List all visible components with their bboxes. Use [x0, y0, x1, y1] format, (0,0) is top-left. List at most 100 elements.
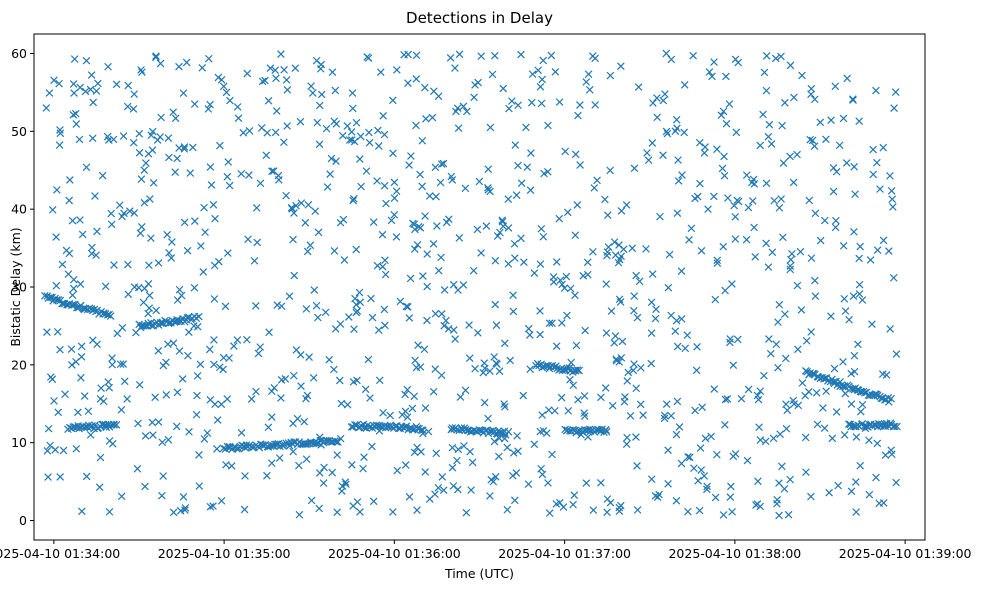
clutter-point — [536, 307, 544, 315]
clutter-point — [176, 506, 185, 515]
clutter-point — [175, 62, 183, 71]
clutter-point — [770, 196, 779, 205]
clutter-point — [664, 479, 672, 488]
x-axis-ticks: 2025-04-10 01:34:00 2025-04-10 01:35:00 20… — [0, 540, 972, 561]
clutter-point — [850, 162, 858, 171]
clutter-point — [732, 128, 741, 137]
clutter-point — [453, 456, 461, 465]
clutter-point — [348, 89, 357, 97]
clutter-point — [696, 179, 704, 188]
clutter-point — [782, 424, 791, 433]
clutter-point — [82, 472, 91, 481]
clutter-point — [855, 117, 864, 126]
clutter-point — [576, 101, 584, 109]
clutter-point — [68, 361, 76, 369]
clutter-point — [543, 167, 552, 176]
clutter-point — [315, 504, 324, 513]
clutter-point — [603, 508, 611, 517]
clutter-point — [214, 73, 223, 82]
clutter-point — [428, 113, 437, 122]
clutter-point — [421, 212, 429, 220]
clutter-point — [107, 209, 116, 218]
clutter-point — [158, 491, 166, 500]
clutter-point — [756, 502, 765, 511]
clutter-point — [542, 429, 551, 438]
clutter-point — [53, 327, 62, 336]
clutter-point — [839, 242, 848, 250]
clutter-point — [775, 204, 784, 212]
clutter-point — [367, 294, 375, 303]
clutter-point — [137, 66, 145, 74]
clutter-point — [558, 319, 566, 327]
clutter-point — [180, 143, 189, 151]
clutter-point — [612, 355, 621, 364]
clutter-point — [513, 431, 521, 440]
clutter-point — [429, 387, 438, 396]
clutter-point — [414, 341, 422, 350]
clutter-point — [387, 216, 396, 225]
clutter-point — [806, 135, 815, 144]
track-point — [106, 312, 115, 320]
clutter-point — [148, 418, 157, 427]
clutter-point — [855, 254, 863, 263]
clutter-point — [165, 153, 173, 162]
clutter-point — [493, 232, 502, 240]
clutter-point — [850, 351, 859, 360]
track-point — [418, 426, 427, 434]
clutter-point — [442, 218, 451, 227]
clutter-point — [850, 228, 858, 236]
clutter-point — [615, 241, 623, 249]
clutter-point — [582, 78, 591, 86]
clutter-point — [374, 326, 383, 334]
clutter-point — [503, 505, 512, 514]
clutter-point — [601, 195, 609, 204]
track-point — [552, 362, 560, 370]
marker-layer — [40, 49, 901, 520]
clutter-point — [731, 450, 740, 458]
clutter-point — [569, 381, 578, 390]
clutter-point — [486, 492, 494, 500]
clutter-point — [78, 230, 87, 239]
clutter-point — [418, 136, 427, 145]
clutter-point — [583, 270, 592, 279]
clutter-point — [277, 50, 285, 58]
clutter-point — [352, 118, 361, 127]
clutter-point — [333, 508, 342, 517]
clutter-point — [147, 131, 156, 140]
clutter-point — [749, 175, 758, 184]
clutter-point — [651, 492, 660, 500]
clutter-point — [52, 233, 60, 241]
clutter-point — [123, 102, 132, 111]
clutter-point — [317, 90, 326, 99]
clutter-point — [326, 170, 334, 178]
clutter-point — [328, 68, 337, 77]
track-point — [602, 427, 611, 436]
clutter-point — [233, 103, 242, 111]
clutter-point — [431, 365, 440, 373]
clutter-point — [589, 247, 597, 256]
clutter-point — [783, 406, 792, 415]
clutter-point — [569, 500, 577, 509]
clutter-point — [135, 380, 144, 389]
clutter-point — [786, 262, 795, 270]
clutter-point — [197, 242, 205, 250]
track-point — [266, 442, 275, 450]
clutter-point — [552, 500, 561, 508]
clutter-point — [44, 424, 53, 433]
clutter-point — [389, 508, 397, 516]
clutter-point — [829, 187, 838, 196]
clutter-point — [656, 212, 664, 221]
clutter-point — [295, 510, 304, 519]
clutter-point — [562, 272, 571, 281]
clutter-point — [737, 394, 746, 403]
clutter-point — [418, 182, 427, 191]
clutter-point — [134, 419, 142, 428]
clutter-point — [702, 485, 711, 494]
clutter-point — [855, 290, 864, 298]
clutter-point — [392, 233, 401, 241]
clutter-point — [471, 364, 479, 373]
plot-area — [34, 34, 925, 540]
clutter-point — [721, 395, 730, 404]
clutter-point — [424, 427, 433, 436]
clutter-point — [105, 508, 114, 516]
